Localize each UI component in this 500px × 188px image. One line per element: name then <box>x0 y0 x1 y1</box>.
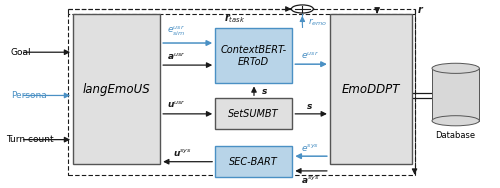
FancyBboxPatch shape <box>73 14 160 164</box>
Text: $r_{emo}$: $r_{emo}$ <box>308 16 328 28</box>
FancyBboxPatch shape <box>215 146 292 177</box>
Text: EmoDDPT: EmoDDPT <box>342 83 400 96</box>
Ellipse shape <box>432 116 480 126</box>
Text: Database: Database <box>436 131 476 140</box>
Text: SetSUMBT: SetSUMBT <box>228 109 279 119</box>
Text: ContextBERT-
ERToD: ContextBERT- ERToD <box>220 45 287 67</box>
Text: $\boldsymbol{a}^{usr}$: $\boldsymbol{a}^{usr}$ <box>167 50 186 62</box>
Text: $\boldsymbol{s}$: $\boldsymbol{s}$ <box>306 102 314 111</box>
Text: SEC-BART: SEC-BART <box>230 157 278 167</box>
FancyBboxPatch shape <box>215 28 292 83</box>
Text: $\boldsymbol{u}^{sys}$: $\boldsymbol{u}^{sys}$ <box>174 147 192 158</box>
Text: langEmoUS: langEmoUS <box>82 83 150 96</box>
Text: $\boldsymbol{r}_{task}$: $\boldsymbol{r}_{task}$ <box>224 13 246 25</box>
Text: $e^{sys}$: $e^{sys}$ <box>301 142 319 153</box>
Text: $\boldsymbol{u}^{usr}$: $\boldsymbol{u}^{usr}$ <box>167 99 186 110</box>
Text: $e_{sim}^{usr}$: $e_{sim}^{usr}$ <box>167 24 186 38</box>
Text: $\boldsymbol{s}$: $\boldsymbol{s}$ <box>261 87 268 96</box>
Ellipse shape <box>432 63 480 73</box>
FancyBboxPatch shape <box>330 14 412 164</box>
Text: Persona: Persona <box>10 91 46 100</box>
Text: Goal: Goal <box>10 48 31 57</box>
Text: $\boldsymbol{r}$: $\boldsymbol{r}$ <box>417 4 424 15</box>
Text: Turn count: Turn count <box>6 135 54 144</box>
FancyBboxPatch shape <box>215 98 292 130</box>
Text: $\boldsymbol{a}^{sys}$: $\boldsymbol{a}^{sys}$ <box>300 174 319 185</box>
FancyBboxPatch shape <box>432 68 480 121</box>
Text: $e^{usr}$: $e^{usr}$ <box>300 49 319 61</box>
Circle shape <box>292 5 314 13</box>
